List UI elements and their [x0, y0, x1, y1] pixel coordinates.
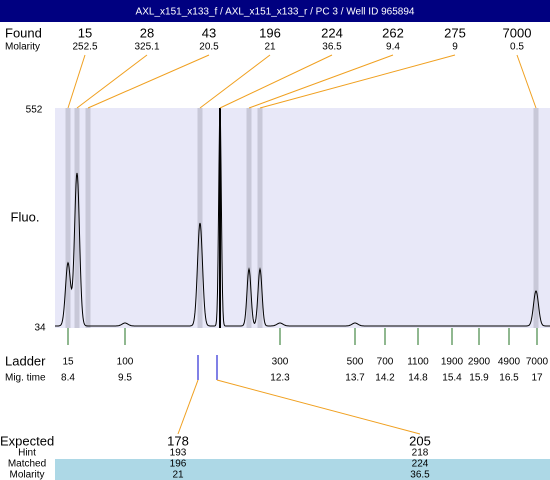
expected-connector [177, 379, 199, 435]
ladder-time: 16.5 [499, 373, 519, 384]
ladder-time: 14.8 [408, 373, 428, 384]
found-molarity: 21 [264, 42, 276, 53]
peak-band [65, 108, 71, 328]
ladder-size: 15 [62, 357, 74, 368]
hint-size: 193 [170, 448, 187, 459]
found-label: Found [5, 25, 42, 40]
ladder-size: 500 [347, 357, 364, 368]
ladder-time: 17 [531, 373, 543, 384]
found-molarity: 0.5 [510, 42, 524, 53]
ladder-time: 12.3 [270, 373, 290, 384]
found-size: 196 [259, 25, 281, 40]
found-connector [248, 54, 394, 109]
ladder-size: 100 [117, 357, 134, 368]
matched-molarity: 36.5 [410, 470, 430, 480]
found-molarity: 9.4 [386, 42, 400, 53]
found-size: 28 [140, 25, 154, 40]
ladder-size: 700 [377, 357, 394, 368]
found-connector [87, 54, 210, 109]
peak-band [219, 108, 221, 328]
title-bar [0, 0, 550, 22]
ladder-size: 300 [272, 357, 289, 368]
matched-size: 196 [170, 459, 187, 470]
expected-label: Expected [0, 433, 54, 448]
found-molarity: 325.1 [134, 42, 159, 53]
found-connector [67, 54, 86, 109]
ladder-time: 9.5 [118, 373, 132, 384]
ladder-time: 14.2 [375, 373, 395, 384]
y-label: Fluo. [11, 209, 40, 224]
found-molarity: 9 [452, 42, 458, 53]
found-size: 15 [78, 25, 92, 40]
peak-band [85, 108, 91, 328]
found-molarity: 36.5 [322, 42, 342, 53]
found-connector [516, 54, 537, 109]
found-connector [76, 54, 148, 109]
found-size: 43 [202, 25, 216, 40]
matched-band [55, 459, 550, 480]
ladder-size: 4900 [498, 357, 521, 368]
y-max: 552 [26, 105, 43, 116]
matched-size: 224 [412, 459, 429, 470]
found-connector [259, 54, 456, 109]
ladder-time: 15.4 [442, 373, 462, 384]
hint-label: Hint [18, 448, 36, 459]
found-size: 224 [321, 25, 343, 40]
peak-band [74, 108, 80, 328]
found-size: 275 [444, 25, 466, 40]
expected-size: 178 [167, 433, 189, 448]
molarity-label: Molarity [5, 42, 40, 53]
found-connector [199, 54, 271, 109]
title: AXL_x151_x133_f / AXL_x151_x133_r / PC 3… [136, 7, 415, 18]
found-connector [219, 54, 333, 109]
ladder-time: 15.9 [469, 373, 489, 384]
found-size: 7000 [503, 25, 532, 40]
matched-molarity: 21 [172, 470, 184, 480]
exp-molarity-label: Molarity [9, 470, 44, 480]
matched-label: Matched [8, 459, 46, 470]
ladder-size: 1100 [407, 357, 429, 368]
expected-size: 205 [409, 433, 431, 448]
expected-connector [216, 379, 421, 435]
peak-band [533, 108, 539, 328]
trace [55, 108, 550, 327]
plot-area [55, 108, 550, 328]
peak-band [246, 108, 252, 328]
ladder-size: 2900 [468, 357, 491, 368]
y-min: 34 [34, 323, 46, 334]
ladder-time: 13.7 [345, 373, 365, 384]
found-molarity: 252.5 [72, 42, 97, 53]
ladder-label: Ladder [5, 353, 46, 368]
ladder-size: 1900 [441, 357, 464, 368]
mig-time-label: Mig. time [5, 373, 46, 384]
peak-band [197, 108, 203, 328]
ladder-size: 7000 [526, 357, 549, 368]
ladder-time: 8.4 [61, 373, 75, 384]
found-size: 262 [382, 25, 404, 40]
hint-size: 218 [412, 448, 429, 459]
peak-band [257, 108, 263, 328]
found-molarity: 20.5 [199, 42, 219, 53]
